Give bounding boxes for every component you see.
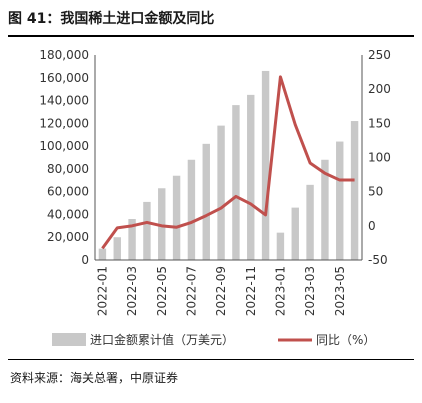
left-tick-label: 80,000 xyxy=(47,162,89,176)
bar-2022-11 xyxy=(247,94,255,260)
bar-2023-01 xyxy=(276,232,285,260)
x-tick-label: 2022-07 xyxy=(184,266,198,316)
x-tick-label: 2023-03 xyxy=(303,266,317,316)
left-tick-label: 100,000 xyxy=(39,139,89,153)
legend-line-label: 同比（%） xyxy=(316,333,375,347)
x-tick-label: 2022-05 xyxy=(155,266,169,316)
bar-2022-06 xyxy=(172,175,181,260)
x-tick-label: 2023-01 xyxy=(273,266,287,316)
right-tick-label: 250 xyxy=(368,48,391,62)
left-tick-label: 20,000 xyxy=(47,230,89,244)
bar-2022-07 xyxy=(187,159,196,260)
right-tick-label: 100 xyxy=(368,151,391,165)
bar-2022-01 xyxy=(98,248,107,260)
left-tick-label: 180,000 xyxy=(39,48,89,62)
source-note: 资料来源：海关总署，中原证券 xyxy=(10,371,179,385)
legend-bar-label: 进口金额累计值（万美元） xyxy=(90,332,234,347)
right-tick-label: -50 xyxy=(368,253,388,267)
yoy-line xyxy=(101,75,355,250)
source-rule xyxy=(8,359,414,360)
bar-2023-06 xyxy=(350,121,359,260)
bar-2023-03 xyxy=(306,184,314,260)
bar-2022-09 xyxy=(217,125,225,260)
left-axis-ticks: 0 20,000 40,000 60,000 80,000 100,000 120,000 1… xyxy=(39,48,89,267)
bar-series xyxy=(98,70,359,260)
title-rule xyxy=(8,35,414,37)
bar-2022-10 xyxy=(232,105,240,260)
bar-2022-12 xyxy=(261,70,270,260)
bar-2022-04 xyxy=(143,201,151,260)
right-axis-ticks: -50 0 50 100 150 200 250 xyxy=(368,48,391,267)
x-tick-label: 2022-09 xyxy=(214,266,228,316)
bar-2022-02 xyxy=(113,237,121,260)
left-tick-label: 140,000 xyxy=(39,94,89,108)
left-tick-label: 120,000 xyxy=(39,116,89,130)
chart: 0 20,000 40,000 60,000 80,000 100,000 120,000 1… xyxy=(39,48,391,347)
x-tick-label: 2022-03 xyxy=(125,266,139,316)
left-tick-label: 0 xyxy=(81,253,89,267)
bar-2022-03 xyxy=(128,219,136,260)
left-tick-label: 40,000 xyxy=(47,207,89,221)
bar-2022-05 xyxy=(158,188,166,260)
right-tick-label: 0 xyxy=(368,219,376,233)
bar-2023-04 xyxy=(321,159,329,260)
bar-2023-02 xyxy=(291,207,299,260)
right-tick-label: 150 xyxy=(368,116,391,130)
x-tick-label: 2022-01 xyxy=(95,266,109,316)
line-series xyxy=(101,75,355,250)
right-tick-label: 200 xyxy=(368,82,391,96)
x-tick-label: 2023-05 xyxy=(333,266,347,316)
x-tick-label: 2022-11 xyxy=(244,266,258,316)
left-tick-label: 60,000 xyxy=(47,185,89,199)
figure-title: 图 41：我国稀土进口金额及同比 xyxy=(8,11,215,27)
bar-2023-05 xyxy=(336,141,344,260)
axes xyxy=(94,55,363,261)
left-tick-label: 160,000 xyxy=(39,71,89,85)
x-axis-ticks: 2022-01 2022-03 2022-05 2022-07 2022-09 2022-… xyxy=(95,266,346,316)
legend: 进口金额累计值（万美元） 同比（%） xyxy=(52,332,375,347)
legend-bar-swatch xyxy=(52,333,86,346)
bar-2022-08 xyxy=(202,143,210,260)
right-tick-label: 50 xyxy=(368,185,383,199)
